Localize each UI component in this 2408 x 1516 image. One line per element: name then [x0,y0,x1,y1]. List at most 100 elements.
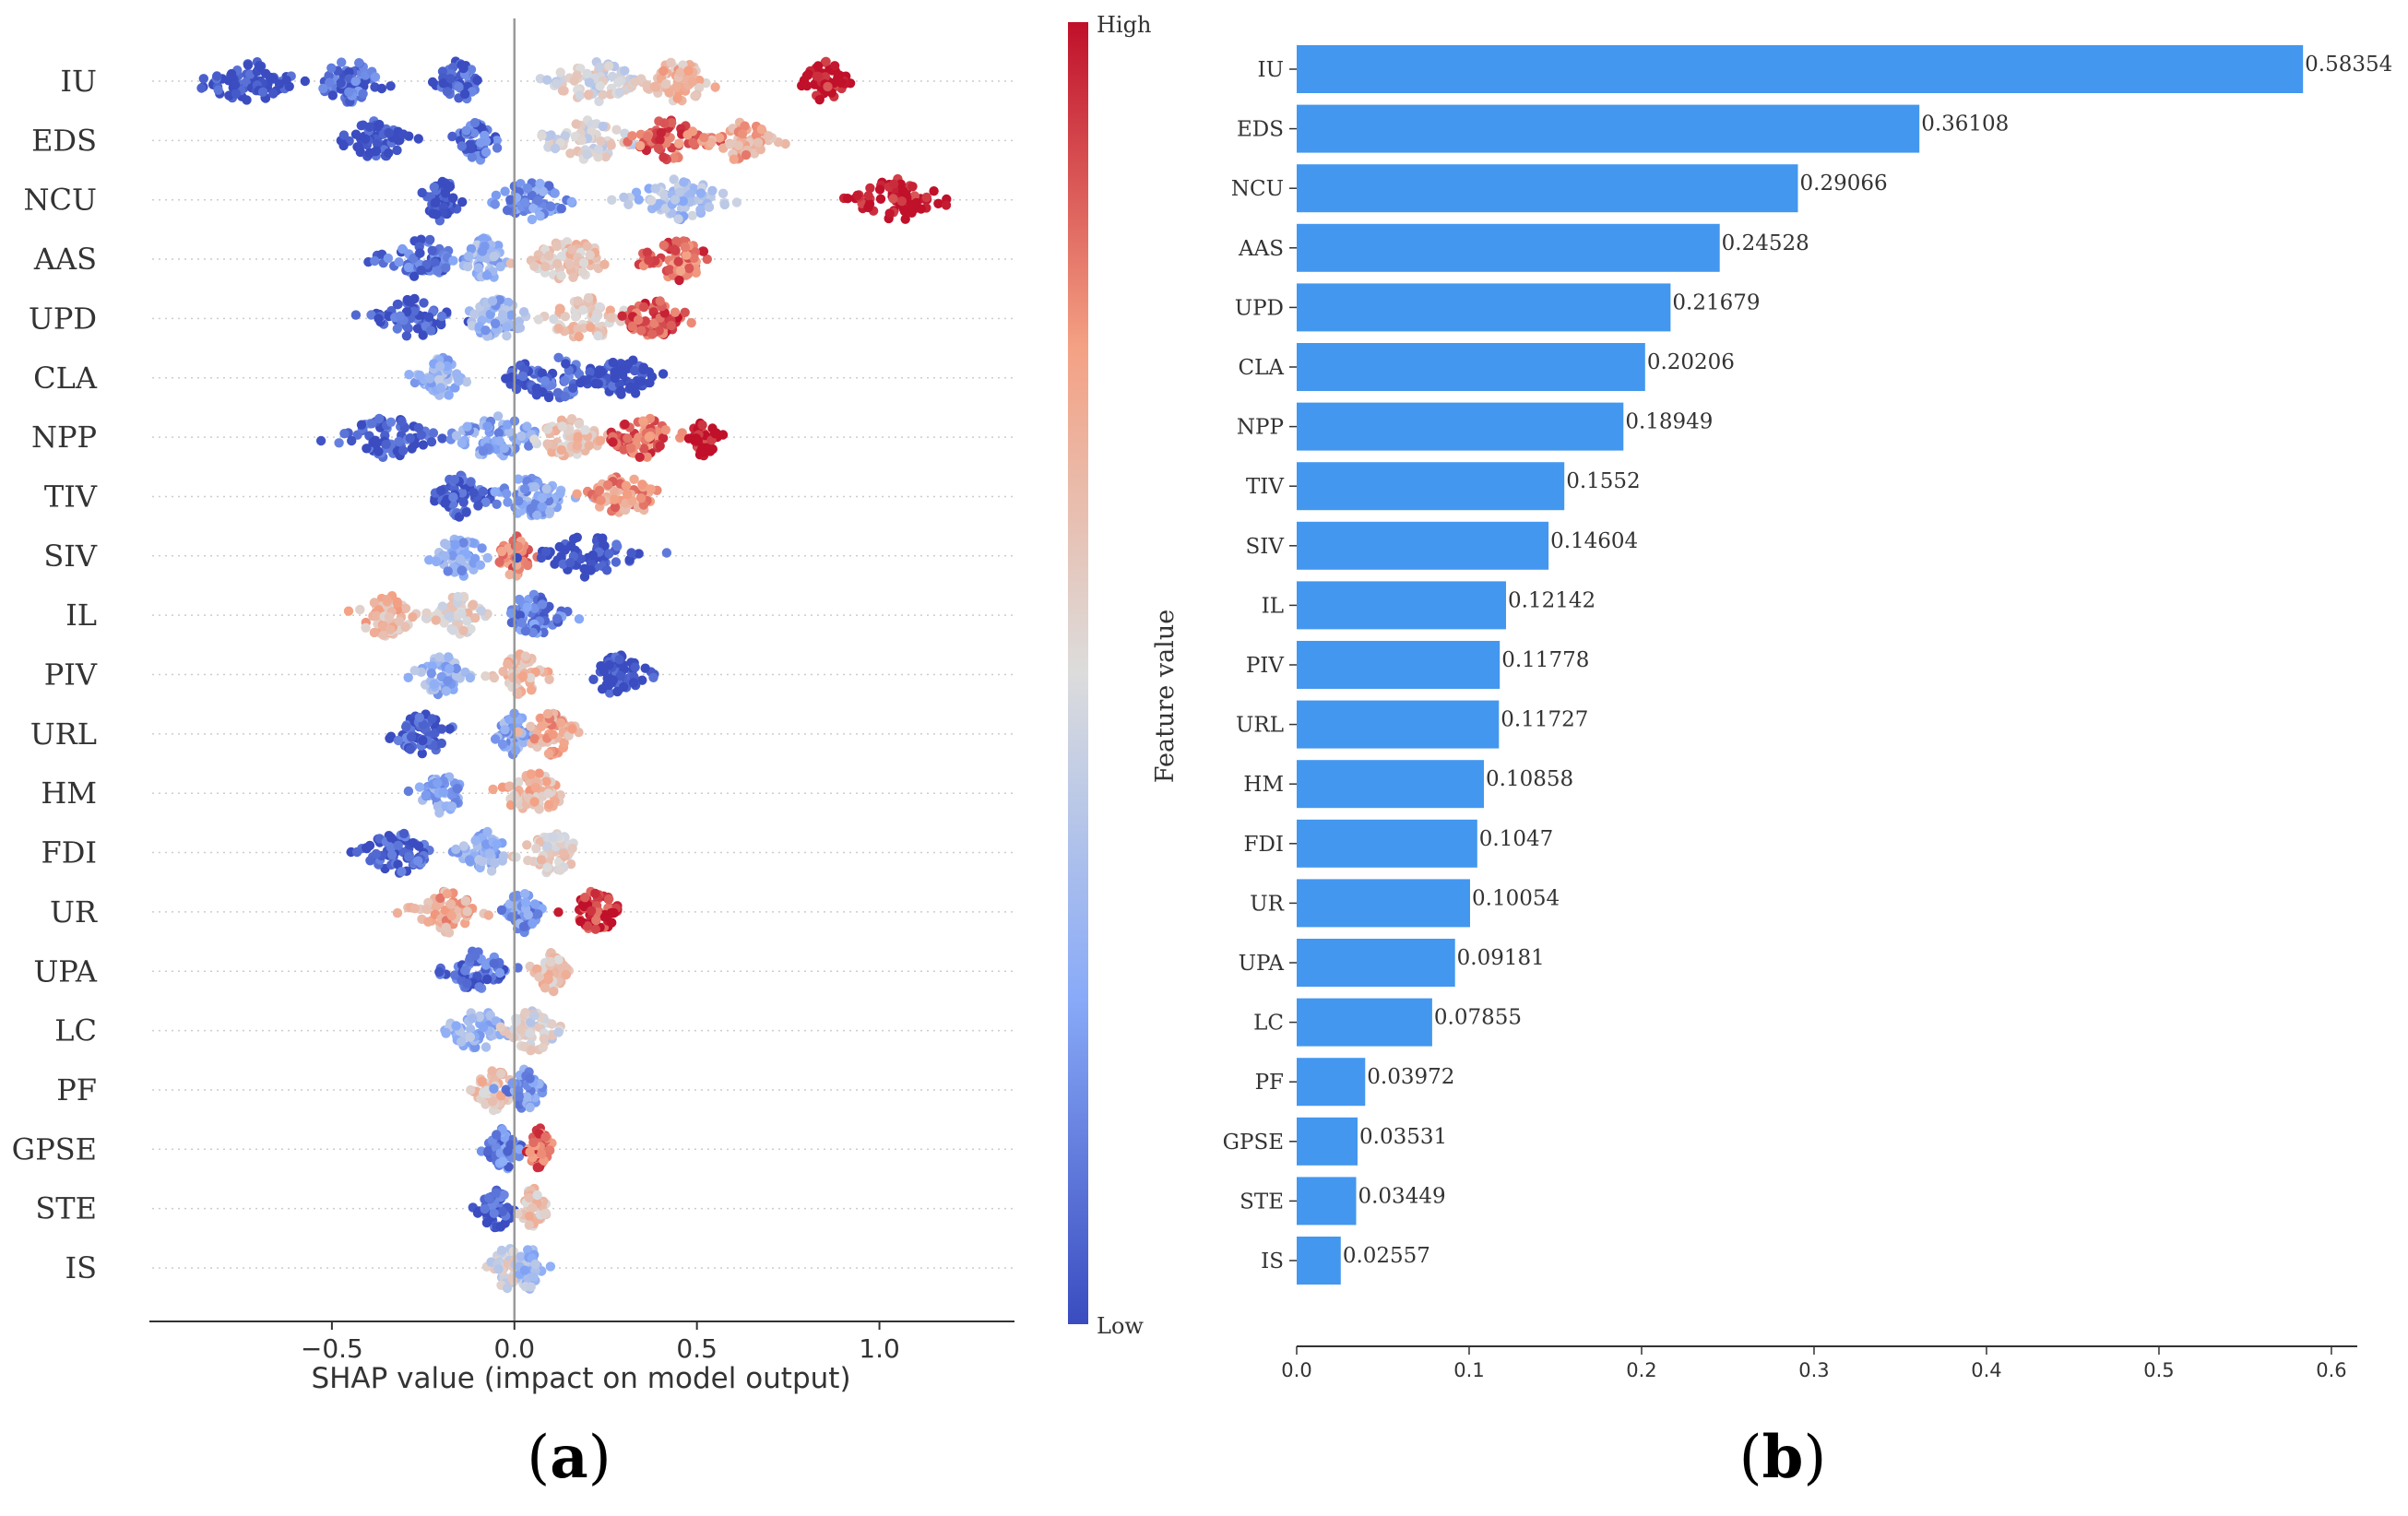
shap-dot [648,672,658,682]
shap-dot [567,724,577,734]
bar-value-label: 0.14604 [1550,529,1638,553]
shap-dot [695,188,706,198]
shap-dot [504,427,515,437]
shap-dot [405,744,416,754]
shap-dot [898,186,908,196]
shap-dot [443,676,453,686]
shap-dot [381,439,391,449]
shap-dot [460,965,470,976]
shap-dot [576,135,587,146]
shap-dot [268,89,279,99]
shap-dot [538,1042,548,1053]
shap-dot [528,1272,539,1283]
shap-dot [530,1259,540,1270]
shap-dot [590,888,600,899]
shap-dot [524,1220,534,1230]
shap-dot [836,77,846,88]
shap-dot [413,856,423,866]
shap-dot [642,452,652,462]
shap-dot [594,485,605,496]
shap-dot [492,411,504,421]
shap-dot [418,735,428,746]
shap-dot [529,261,540,271]
shap-dot [398,129,409,139]
shap-dot [498,667,508,677]
shap-dot [555,865,565,875]
shap-dot [542,424,553,434]
shap-dot [598,533,608,543]
shap-dot [543,749,554,759]
shap-dot [740,121,750,131]
shap-dot [638,364,648,375]
shap-dot [409,666,420,676]
shap-dot [406,732,417,742]
shap-dot [553,907,563,918]
shap-dot [468,599,478,610]
shap-dot [366,310,376,320]
shap-dot [466,243,477,255]
shap-dot [666,320,677,331]
shap-dot [372,610,382,621]
shap-dot [585,367,595,377]
shap-dot [559,86,569,96]
shap-dot [547,447,557,457]
shap-dot [472,1208,483,1218]
shap-dot [561,969,572,980]
shap-dot [503,658,513,669]
shap-dot [461,507,471,517]
shap-dot [519,1265,530,1275]
x-tick-label: 0.4 [1971,1359,2001,1381]
shap-dot [627,131,637,141]
shap-dot [658,432,669,444]
feature-label: CLA [33,361,98,396]
shap-dot [546,956,556,967]
shap-dot [801,70,813,81]
shap-dot [362,444,372,454]
shap-dot [601,565,612,575]
shap-dot [450,970,460,980]
shap-dot [470,612,480,623]
bar-value-label: 0.29066 [1800,172,1888,195]
shap-dot [401,722,411,732]
shap-dot [416,430,427,440]
shap-dot [623,199,634,209]
shap-dot [628,678,639,688]
shap-dot [440,188,451,198]
bar [1297,45,2304,93]
shap-dot [477,856,487,867]
shap-dot [436,319,446,330]
shap-dot [504,781,515,791]
shap-dot [284,81,294,92]
panel-a-letter: (a) [527,1423,611,1492]
shap-dot [611,557,622,567]
shap-dot [384,127,394,138]
shap-dot [537,599,548,610]
shap-dot [538,186,548,196]
bar [1297,879,1470,928]
shap-dot [615,670,625,681]
shap-dot [353,142,363,152]
shap-dot [545,1261,556,1272]
shap-dot [438,177,448,188]
shap-dot [609,907,619,918]
shap-dot [813,61,824,71]
shap-dot [430,197,441,207]
shap-dot [400,622,410,633]
shap-dot [540,1209,550,1219]
feature-label: EDS [31,123,97,158]
bar [1297,164,1798,213]
shap-dot [661,548,672,558]
shap-dot [675,187,685,197]
shap-dot [502,489,512,499]
shap-dot [553,352,563,362]
shap-dot [525,1073,535,1084]
shap-dot [702,254,712,265]
shap-dot [494,967,505,978]
shap-dot [492,839,502,849]
shap-dot [725,139,735,149]
feature-label: SIV [43,539,98,574]
shap-dot [408,611,418,622]
shap-dot [578,257,589,268]
shap-dot [672,93,682,103]
shap-dot [458,841,469,851]
